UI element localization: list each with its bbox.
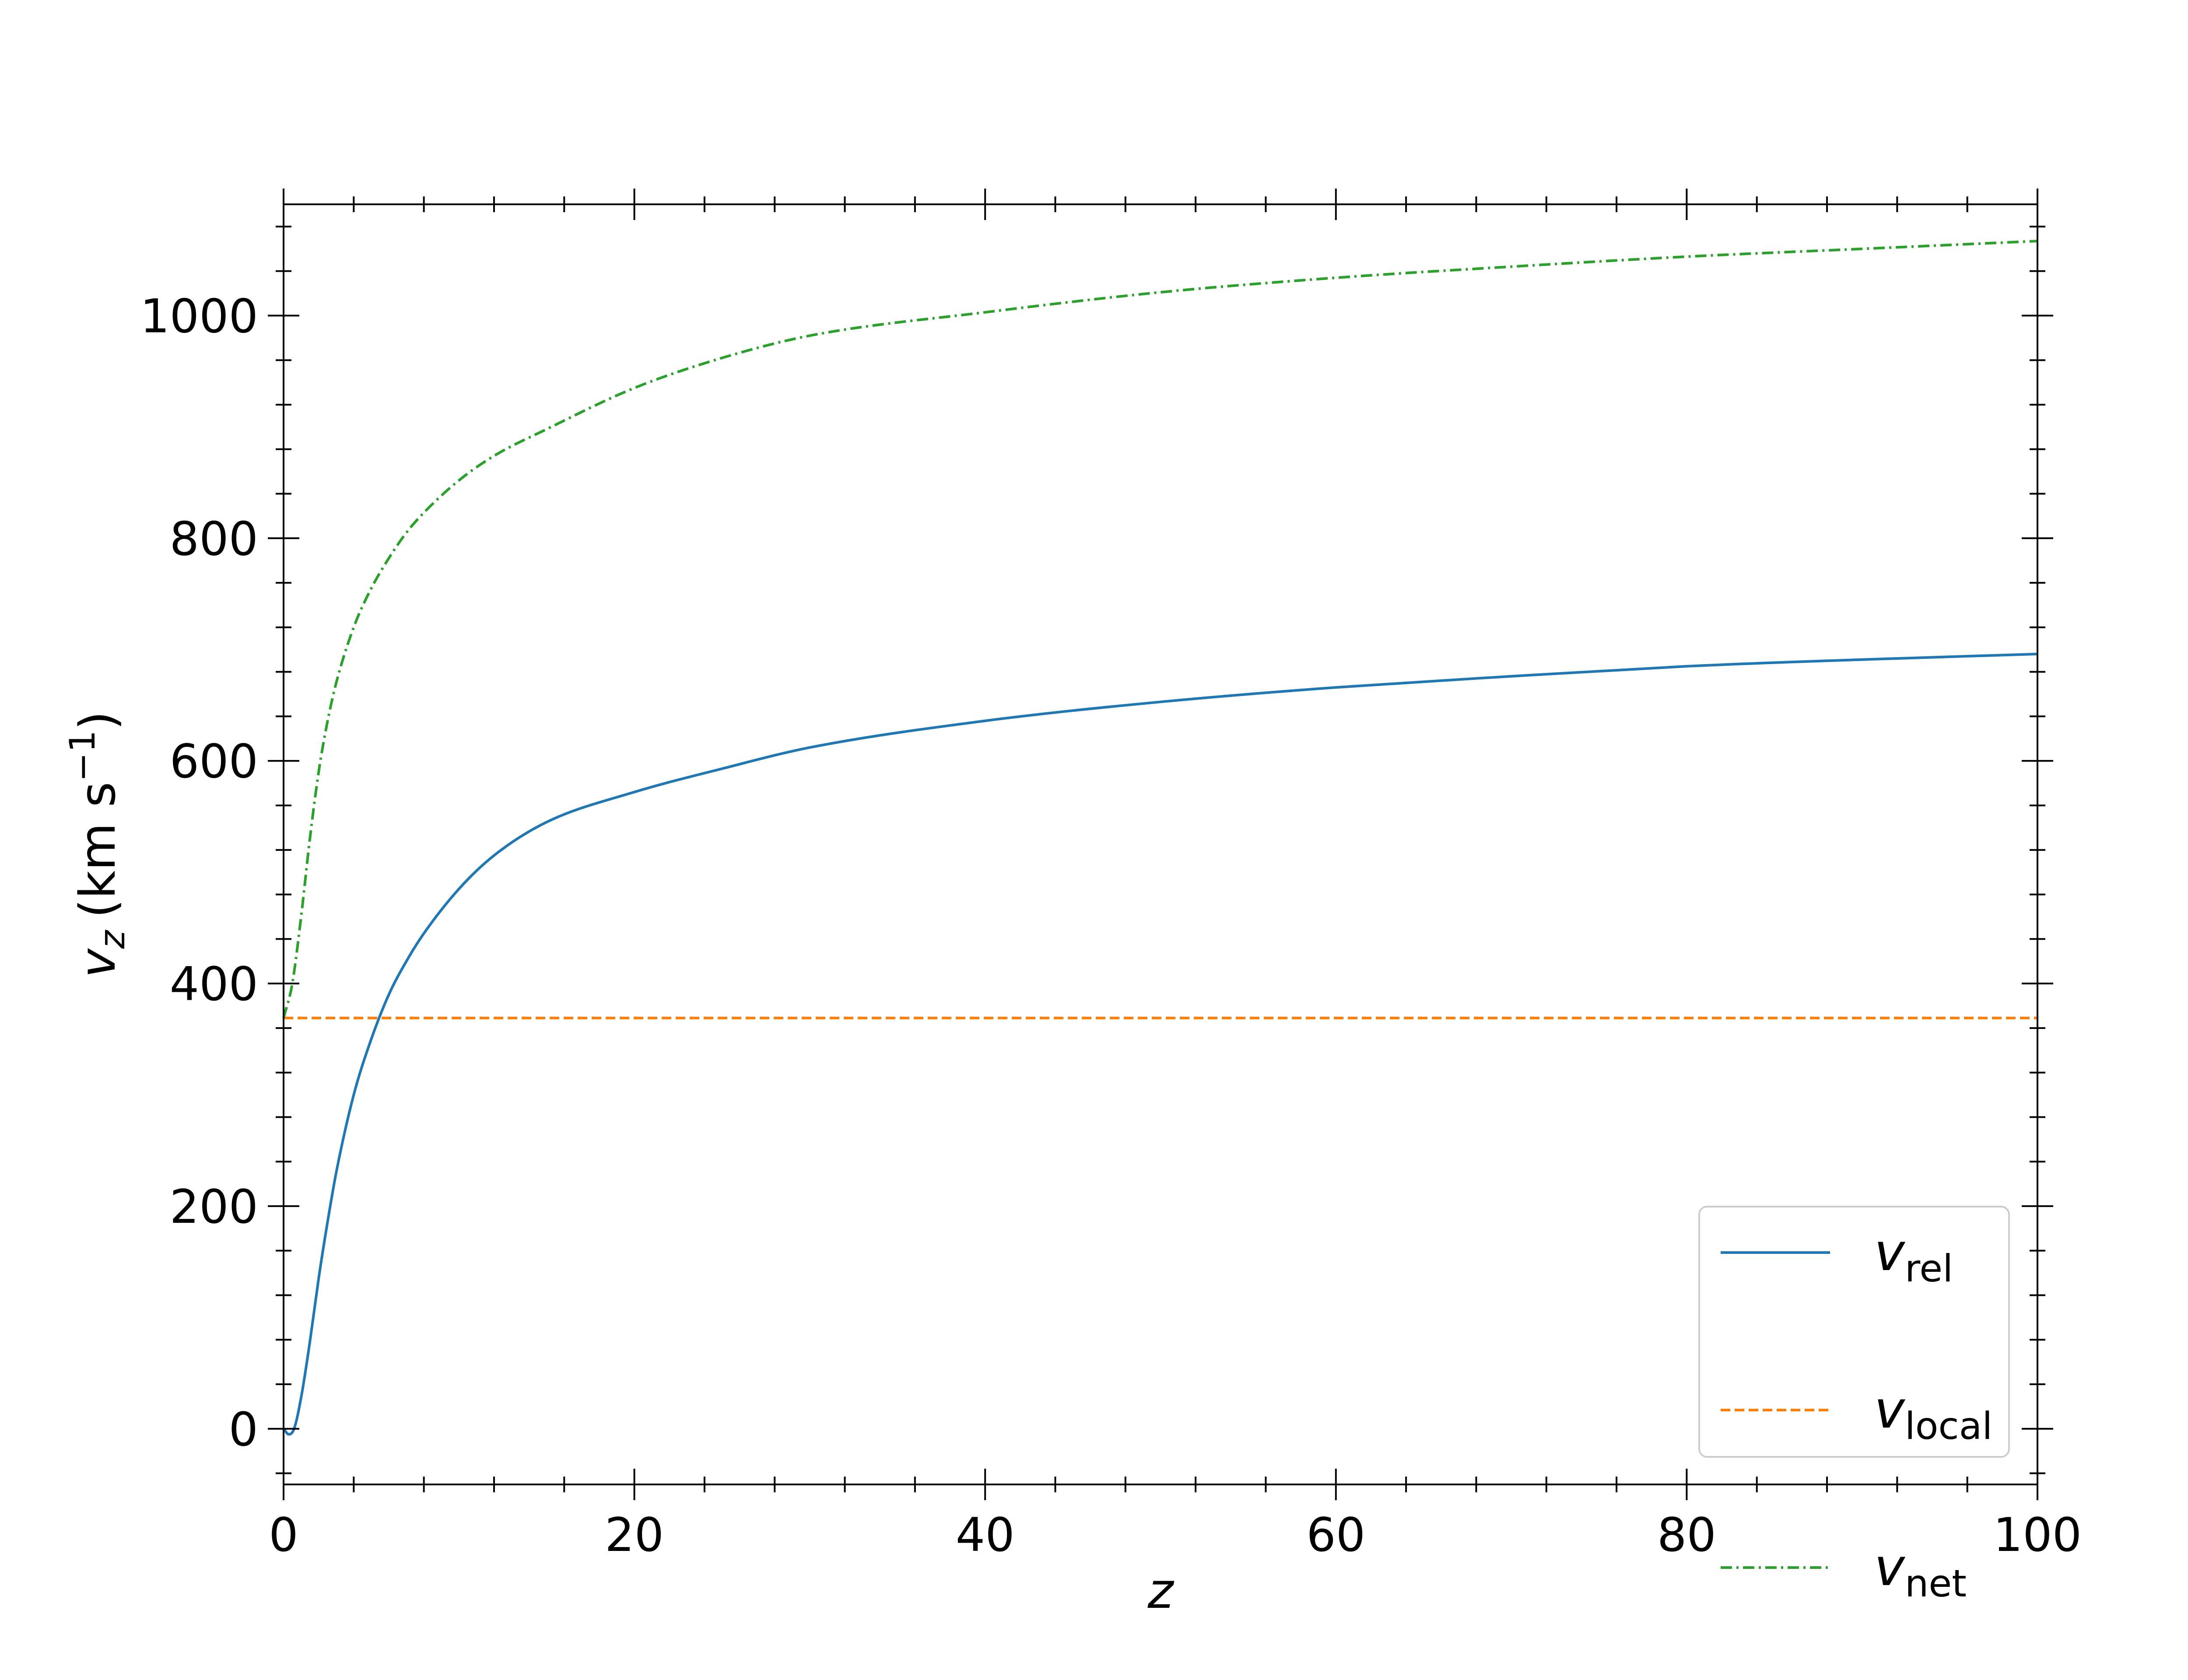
legend-subscript: rel	[1905, 1247, 1953, 1291]
x-tick-label: 20	[605, 1508, 664, 1562]
plot-frame	[283, 203, 2038, 1485]
y-axis-title-exponent: −1	[62, 730, 103, 782]
legend-symbol: v	[1874, 1379, 1906, 1440]
legend-label-local: vlocal	[1874, 1379, 1992, 1448]
legend-subscript: net	[1905, 1562, 1967, 1606]
y-tick-label: 0	[229, 1403, 258, 1456]
legend-label-net: vnet	[1874, 1537, 1967, 1606]
legend-frame	[1698, 1206, 2010, 1458]
x-tick-label: 60	[1306, 1508, 1365, 1562]
y-tick-label: 600	[170, 735, 258, 788]
x-tick-label: 0	[269, 1508, 298, 1562]
y-axis-title-close: )	[70, 711, 126, 730]
series-line-rel	[282, 652, 2038, 1436]
x-axis-title: z	[1147, 1563, 1175, 1620]
legend-symbol: v	[1874, 1222, 1906, 1282]
y-tick-label: 400	[170, 957, 258, 1011]
x-tick-label: 100	[1993, 1508, 2082, 1562]
x-tick-label: 40	[956, 1508, 1015, 1562]
series-layer	[282, 240, 2038, 1436]
y-tick-label: 200	[170, 1180, 258, 1234]
y-axis-title: vz (km s−1)	[62, 711, 133, 978]
y-tick-label: 800	[170, 512, 258, 566]
y-axis-title-symbol: v	[70, 948, 126, 978]
legend-subscript: local	[1905, 1404, 1992, 1448]
x-tick-label: 80	[1657, 1508, 1716, 1562]
legend-label-rel: vrel	[1874, 1222, 1953, 1291]
y-axis-title-unit: (km s	[70, 782, 126, 918]
y-axis-title-subscript: z	[92, 929, 133, 949]
y-tick-label: 1000	[140, 289, 258, 343]
legend-symbol: v	[1874, 1537, 1906, 1597]
series-line-net	[282, 240, 2038, 1018]
